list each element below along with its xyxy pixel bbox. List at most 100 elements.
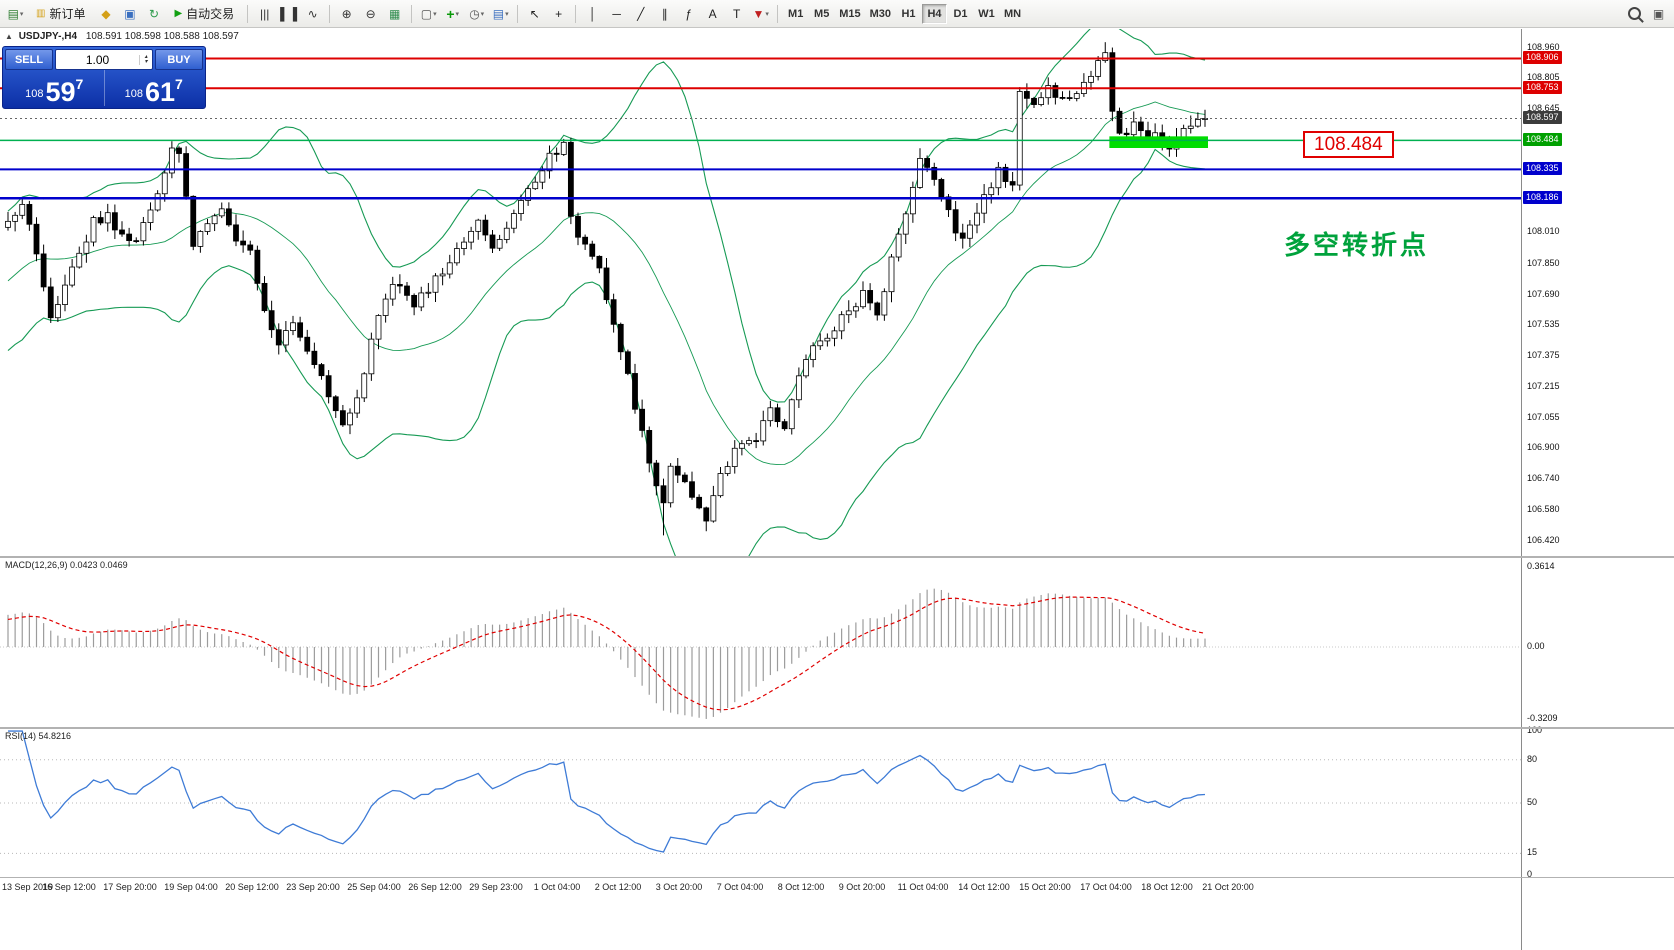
templates-icon[interactable]: ▤ ▾ [489, 3, 512, 25]
time-axis-label: 29 Sep 23:00 [469, 882, 523, 892]
panel-separator[interactable] [0, 556, 1674, 558]
panel-separator[interactable] [0, 727, 1674, 729]
toolbar-separator [777, 4, 779, 23]
line-chart-icon[interactable]: ∿ [301, 3, 324, 25]
time-axis-label: 21 Oct 20:00 [1202, 882, 1254, 892]
auto-trading-button-label: 自动交易 [186, 7, 235, 21]
buy-price-main: 61 [145, 76, 176, 107]
dropdown-caret-icon[interactable]: ▾ [505, 10, 509, 18]
arrange-charts-icon: ▢ [420, 6, 433, 21]
timeframe-m1-button[interactable]: M1 [783, 4, 808, 24]
auto-trading-icon: ▶ [174, 8, 183, 19]
trendline-icon[interactable]: ╱ [629, 3, 652, 25]
price-scale-label: 106.580 [1527, 504, 1560, 515]
volume-value[interactable]: 1.00 [85, 52, 110, 67]
price-scale-label: 107.690 [1527, 288, 1560, 299]
dropdown-caret-icon[interactable]: ▾ [433, 10, 437, 18]
price-scale-label: 106.900 [1527, 441, 1560, 452]
horizontal-line-icon[interactable]: ─ [605, 3, 628, 25]
vertical-line-icon[interactable]: │ [581, 3, 604, 25]
one-click-collapse-icon[interactable]: ▲ [5, 32, 13, 41]
volume-spinner[interactable]: ▴ ▾ [139, 53, 152, 65]
candlestick-chart-icon[interactable]: ▌▐ [277, 3, 300, 25]
timeframe-h4-button[interactable]: H4 [922, 3, 947, 24]
periods-icon[interactable]: ◷ ▾ [465, 3, 488, 25]
buy-price[interactable]: 108 61 7 [105, 70, 204, 106]
dropdown-caret-icon[interactable]: ▾ [19, 10, 24, 18]
timeframe-w1-button[interactable]: W1 [974, 4, 999, 24]
price-scale-badge: 108.753 [1523, 81, 1562, 95]
macd-scale-label: 0.3614 [1527, 561, 1555, 571]
window-layout-icon[interactable]: ▣ [1647, 3, 1670, 25]
chart-window: ▲ USDJPY-,H4 108.591 108.598 108.588 108… [0, 29, 1674, 950]
arrange-charts-icon[interactable]: ▢ ▾ [417, 3, 440, 25]
auto-trading-button[interactable]: ▶ 自动交易 [166, 3, 242, 25]
zoom-in-icon[interactable]: ⊕ [335, 3, 358, 25]
time-axis[interactable]: 13 Sep 2019 16 Sep 12:00 17 Sep 20:00 19 Se… [0, 879, 1521, 899]
timeframe-d1-button[interactable]: D1 [948, 4, 973, 24]
dropdown-caret-icon[interactable]: ▾ [765, 10, 769, 18]
bar-chart-icon: ||| [260, 6, 270, 21]
panel-separator [0, 877, 1674, 878]
price-scale-label: 107.055 [1527, 411, 1560, 422]
line-chart-icon: ∿ [307, 6, 318, 21]
timeframe-m5-button[interactable]: M5 [809, 4, 834, 24]
price-callout[interactable]: 108.484 [1303, 131, 1394, 158]
rsi-scale-label: 80 [1527, 753, 1538, 764]
timeframe-m30-button[interactable]: M30 [866, 4, 895, 24]
timeframe-m15-button[interactable]: M15 [835, 4, 864, 24]
candles [5, 42, 1208, 536]
experts-icon[interactable]: ◆ [94, 3, 117, 25]
time-axis-label: 16 Sep 12:00 [42, 882, 96, 892]
indicators-icon[interactable]: + ▾ [441, 3, 464, 25]
crosshair-icon[interactable]: + [547, 3, 570, 25]
profiles-icon[interactable]: ▣ [118, 3, 141, 25]
time-axis-label: 25 Sep 04:00 [347, 882, 401, 892]
sell-button[interactable]: SELL [5, 49, 53, 70]
tile-windows-icon[interactable]: ▦ [383, 3, 406, 25]
text-label-icon[interactable]: T [725, 3, 748, 25]
time-axis-label: 19 Sep 04:00 [164, 882, 218, 892]
rsi-panel[interactable]: RSI(14) 54.8216 [0, 729, 1521, 877]
volume-up-icon[interactable]: ▴ [144, 53, 148, 60]
bar-chart-icon[interactable]: ||| [253, 3, 276, 25]
dropdown-caret-icon[interactable]: ▾ [455, 10, 460, 18]
text-icon[interactable]: A [701, 3, 724, 25]
cursor-icon[interactable]: ↖ [523, 3, 546, 25]
buy-button[interactable]: BUY [155, 49, 203, 70]
channel-icon[interactable]: ∥ [653, 3, 676, 25]
time-axis-label: 9 Oct 20:00 [838, 882, 886, 892]
candlestick-chart-icon: ▌▐ [280, 6, 298, 21]
timeframe-mn-button[interactable]: MN [1000, 4, 1025, 24]
chart-title: ▲ USDJPY-,H4 108.591 108.598 108.588 108… [5, 31, 239, 42]
fibonacci-icon[interactable]: ƒ [677, 3, 700, 25]
time-axis-label: 3 Oct 20:00 [655, 882, 703, 892]
profiles-icon: ▣ [124, 6, 136, 21]
price-scale-label: 108.010 [1527, 226, 1560, 237]
periods-icon: ◷ [469, 6, 480, 21]
vertical-line-icon: │ [588, 6, 597, 21]
new-chart-icon[interactable]: ▤ ▾ [4, 3, 27, 25]
arrows-icon[interactable]: ▼ ▾ [749, 3, 772, 25]
volume-control[interactable]: 1.00 ▴ ▾ [55, 49, 153, 70]
price-scale-badge: 108.186 [1523, 191, 1562, 205]
search-icon[interactable] [1623, 3, 1646, 25]
price-chart-panel[interactable]: ▲ USDJPY-,H4 108.591 108.598 108.588 108… [0, 29, 1521, 556]
horizontal-line-icon: ─ [612, 6, 621, 21]
candlestick-chart[interactable] [0, 29, 1521, 556]
macd-panel[interactable]: MACD(12,26,9) 0.0423 0.0469 [0, 558, 1521, 727]
price-scale-badge: 108.335 [1523, 162, 1562, 176]
new-order-button[interactable]: ▥ 新订单 [28, 3, 93, 25]
refresh-icon[interactable]: ↻ [142, 3, 165, 25]
zoom-out-icon[interactable]: ⊖ [359, 3, 382, 25]
rsi-scale-label: 15 [1527, 847, 1538, 858]
dropdown-caret-icon[interactable]: ▾ [480, 10, 485, 18]
toolbar-separator [247, 4, 249, 23]
sell-price[interactable]: 108 59 7 [5, 70, 105, 106]
price-scale[interactable]: 108.960 108.805 108.645 108.010 107.850 107.6… [1521, 29, 1674, 950]
timeframe-h1-button[interactable]: H1 [896, 4, 921, 24]
crosshair-icon: + [555, 6, 563, 21]
new-order-button-label: 新订单 [49, 7, 86, 21]
volume-down-icon[interactable]: ▾ [144, 58, 148, 65]
horizontal-level-lines[interactable] [0, 57, 1521, 200]
